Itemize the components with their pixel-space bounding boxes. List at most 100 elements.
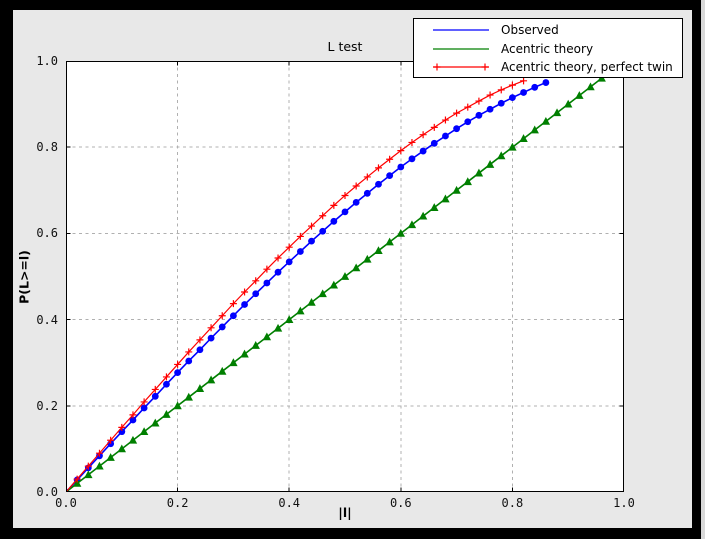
series-marker-2 (330, 201, 338, 209)
series-marker-1 (318, 289, 327, 298)
series-marker-2 (408, 138, 416, 146)
series-marker-1 (195, 384, 205, 392)
series-marker-0 (520, 89, 527, 96)
series-marker-1 (407, 220, 417, 229)
series-marker-0 (285, 258, 293, 266)
series-marker-0 (207, 334, 215, 342)
series-marker-1 (541, 116, 551, 125)
series-marker-1 (84, 470, 93, 479)
series-marker-1 (340, 272, 350, 280)
series-marker-1 (485, 160, 495, 168)
series-marker-0 (163, 380, 170, 388)
series-marker-2 (84, 462, 92, 470)
series-marker-0 (263, 279, 271, 287)
series-marker-1 (452, 185, 461, 194)
legend-sample-observed-icon (433, 29, 489, 31)
series-marker-2 (508, 81, 516, 89)
series-marker-1 (273, 323, 283, 332)
series-marker-0 (129, 416, 137, 424)
legend-label: Acentric theory, perfect twin (501, 60, 673, 75)
series-marker-0 (140, 404, 148, 412)
series-marker-2 (497, 86, 505, 94)
series-marker-1 (251, 341, 260, 349)
series-marker-0 (241, 301, 248, 308)
legend-label: Acentric theory (501, 41, 594, 56)
series-marker-0 (185, 357, 193, 365)
series-marker-0 (397, 163, 405, 171)
series-marker-0 (419, 147, 427, 155)
series-marker-0 (453, 125, 460, 133)
series-marker-1 (307, 297, 316, 306)
series-marker-1 (162, 410, 171, 418)
series-marker-2 (475, 97, 483, 105)
series-marker-1 (72, 478, 82, 487)
x-tick-label: 0.6 (389, 496, 412, 510)
series-marker-1 (418, 211, 428, 220)
series-marker-0 (218, 323, 226, 331)
series-marker-2 (464, 103, 472, 111)
series-marker-1 (262, 332, 272, 341)
series-marker-2 (207, 324, 215, 332)
series-marker-1 (497, 151, 506, 160)
series-marker-2 (95, 449, 103, 457)
series-marker-1 (463, 177, 472, 186)
series-line-2 (66, 80, 524, 492)
y-tick-label: 0.2 (36, 398, 58, 413)
series-marker-2 (274, 254, 282, 262)
y-tick-label: 0.6 (36, 226, 58, 241)
series-marker-0 (375, 180, 382, 188)
series-marker-1 (95, 461, 104, 470)
series-marker-2 (218, 312, 226, 320)
series-marker-2 (397, 147, 405, 155)
x-tick-label: 0.0 (55, 496, 77, 510)
series-marker-1 (508, 142, 517, 151)
series-marker-0 (352, 198, 360, 206)
series-marker-0 (442, 132, 449, 140)
x-tick-label: 0.2 (166, 496, 189, 510)
series-marker-0 (363, 189, 371, 197)
y-axis-label: P(L>=l) (16, 250, 32, 304)
series-marker-0 (497, 99, 505, 107)
series-marker-2 (107, 436, 115, 444)
x-axis-label: |l| (338, 505, 352, 520)
series-marker-1 (151, 418, 160, 427)
series-marker-2 (174, 360, 182, 368)
legend-sample-acentric-theory-icon (433, 48, 489, 50)
series-marker-1 (229, 358, 238, 367)
series-marker-2 (229, 300, 237, 308)
series-marker-1 (128, 435, 138, 444)
series-marker-2 (430, 123, 438, 131)
x-tick-label: 0.8 (501, 496, 524, 510)
window-right-edge (701, 0, 705, 539)
series-marker-2 (118, 423, 126, 431)
series-marker-1 (285, 315, 294, 323)
legend: Observed Acentric theory Acentric theory… (413, 18, 683, 78)
series-marker-2 (196, 336, 204, 344)
y-tick-label: 0.8 (36, 140, 58, 155)
series-marker-0 (486, 105, 494, 113)
series-marker-0 (341, 208, 349, 216)
series-marker-2 (341, 191, 349, 199)
series-marker-1 (184, 392, 193, 401)
series-marker-0 (252, 290, 260, 298)
series-marker-2 (151, 385, 159, 393)
series-marker-0 (330, 217, 338, 225)
series-marker-0 (196, 346, 204, 354)
series-marker-1 (106, 453, 115, 461)
series-marker-0 (296, 248, 304, 255)
series-marker-1 (296, 306, 305, 315)
legend-item: Observed (414, 21, 682, 40)
series-marker-1 (564, 99, 573, 108)
series-marker-2 (441, 116, 449, 124)
series-marker-2 (252, 277, 260, 285)
legend-item: Acentric theory (414, 40, 682, 59)
series-marker-0 (151, 392, 159, 400)
series-marker-2 (453, 109, 461, 117)
series-marker-2 (285, 243, 293, 251)
series-marker-0 (531, 83, 539, 91)
series-marker-0 (274, 268, 282, 276)
series-marker-2 (520, 77, 528, 85)
series-marker-0 (174, 369, 181, 377)
plot-area (66, 61, 624, 492)
